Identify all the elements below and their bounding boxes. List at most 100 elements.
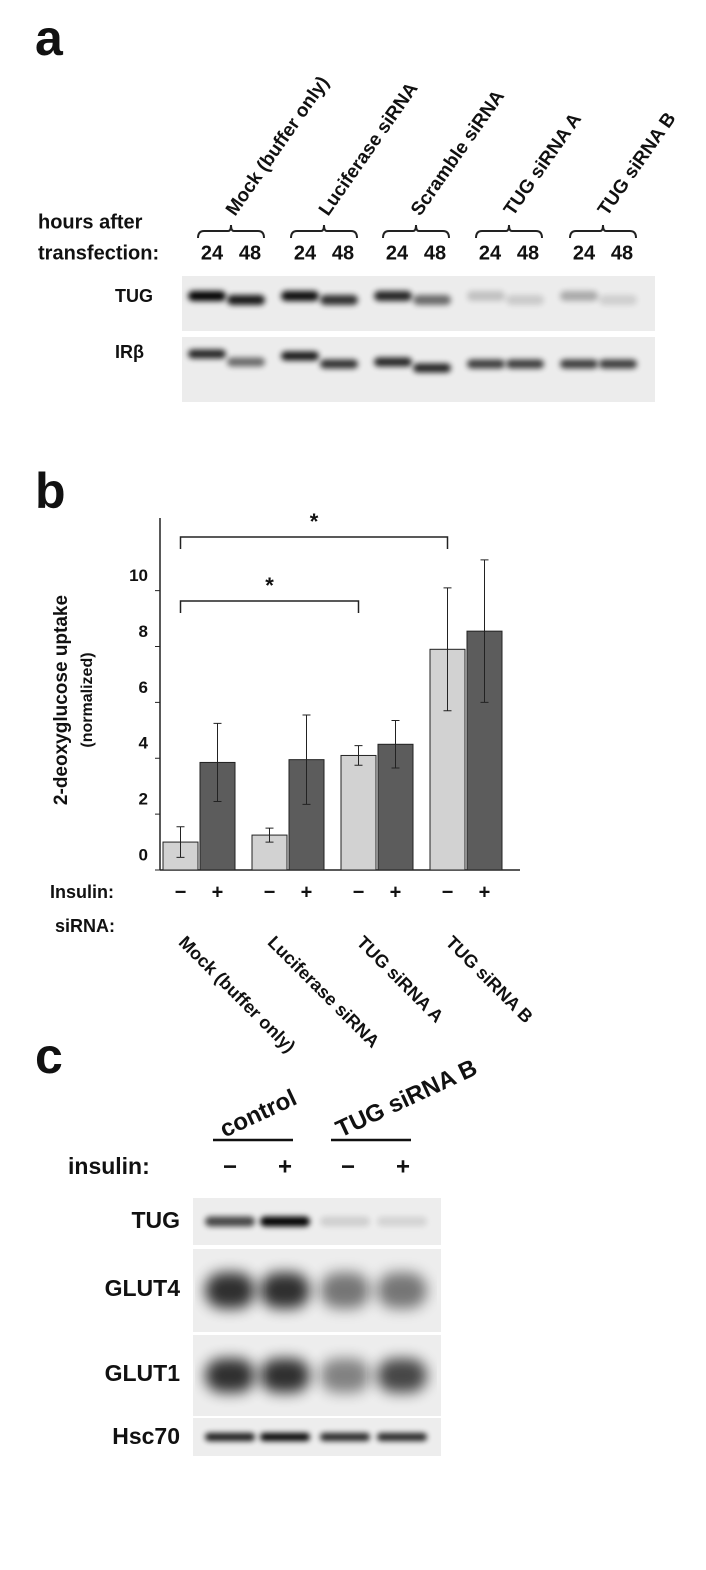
band (506, 295, 544, 305)
lane-group-label: Mock (buffer only) (222, 73, 334, 220)
band (205, 1358, 255, 1393)
x-category-label: TUG siRNA A (353, 932, 448, 1027)
hours-value: 48 (424, 242, 446, 264)
band (599, 359, 637, 369)
error-bar (480, 559, 489, 703)
panel-label: c (35, 1028, 63, 1084)
insulin-sign: − (442, 881, 454, 903)
hours-label: hours after (38, 211, 143, 233)
significance-bracket (179, 536, 449, 549)
insulin-sign: − (353, 881, 365, 903)
band (281, 291, 319, 301)
band (320, 1358, 370, 1393)
lane-group-label: Scramble siRNA (407, 86, 509, 219)
band (260, 1272, 310, 1309)
band (205, 1272, 255, 1309)
y-axis-subtitle: (normalized) (79, 652, 96, 747)
lane-group-label: TUG siRNA B (594, 109, 680, 220)
hours-value: 48 (332, 242, 354, 264)
error-bar (443, 587, 452, 712)
insulin-sign: + (301, 881, 313, 903)
insulin-sign: + (479, 881, 491, 903)
blot-label: TUG (115, 286, 153, 306)
band (320, 1272, 370, 1309)
y-tick-label: 4 (139, 734, 149, 753)
insulin-sign: + (396, 1153, 410, 1180)
band (260, 1216, 310, 1227)
brace (197, 224, 265, 239)
insulin-row-label: Insulin: (50, 882, 114, 902)
band (506, 359, 544, 369)
y-tick-label: 0 (139, 845, 148, 864)
y-tick-label: 8 (139, 622, 148, 641)
band (599, 295, 637, 305)
band (413, 295, 451, 305)
band (560, 291, 598, 301)
band (377, 1216, 427, 1227)
error-bar (265, 827, 274, 843)
significance-star: * (310, 509, 319, 534)
band (377, 1272, 427, 1309)
hours-value: 48 (239, 242, 261, 264)
x-category-label: TUG siRNA B (442, 932, 537, 1027)
band (227, 357, 265, 367)
brace (569, 224, 637, 239)
band (320, 1433, 370, 1441)
brace (475, 224, 543, 239)
error-bar (391, 720, 400, 769)
y-tick-label: 6 (139, 678, 148, 697)
group-label: control (216, 1084, 301, 1143)
hours-value: 24 (294, 242, 317, 264)
insulin-sign: + (278, 1153, 292, 1180)
y-tick-label: 2 (139, 790, 148, 809)
hours-value: 48 (611, 242, 633, 264)
band (467, 291, 505, 301)
band (413, 363, 451, 373)
lane-group-label: Luciferase siRNA (315, 79, 423, 220)
band (320, 295, 358, 305)
band (377, 1358, 427, 1393)
band (374, 291, 412, 301)
error-bar (176, 826, 185, 858)
y-axis-title: 2-deoxyglucose uptake (51, 595, 72, 805)
insulin-sign: − (341, 1153, 355, 1180)
insulin-row-label: insulin: (68, 1153, 150, 1179)
significance-bracket (179, 600, 360, 613)
significance-star: * (265, 573, 274, 598)
band (260, 1358, 310, 1393)
hours-value: 48 (517, 242, 539, 264)
hours-value: 24 (479, 242, 502, 264)
blot-label: TUG (131, 1207, 180, 1233)
band (205, 1216, 255, 1227)
band (467, 359, 505, 369)
band (260, 1433, 310, 1441)
blot-label: GLUT1 (105, 1360, 181, 1386)
bar (340, 754, 377, 871)
band (560, 359, 598, 369)
y-tick-label: 10 (129, 566, 148, 585)
hours-value: 24 (573, 242, 596, 264)
group-label: TUG siRNA B (332, 1054, 482, 1143)
panel-label: a (35, 10, 64, 66)
error-bar (213, 722, 222, 803)
band (227, 295, 265, 305)
band (188, 291, 226, 301)
insulin-sign: − (175, 881, 187, 903)
brace (382, 224, 450, 239)
blot-label: GLUT4 (105, 1275, 181, 1301)
insulin-sign: − (264, 881, 276, 903)
band (205, 1433, 255, 1441)
insulin-sign: + (212, 881, 224, 903)
error-bar (302, 714, 311, 805)
panel-label: b (35, 463, 66, 519)
error-bar (354, 745, 363, 766)
hours-value: 24 (201, 242, 224, 264)
band (188, 349, 226, 359)
blot-label: Hsc70 (112, 1423, 180, 1449)
band (320, 1216, 370, 1227)
blot-label: IRβ (115, 342, 144, 362)
band (281, 351, 319, 361)
insulin-sign: + (390, 881, 402, 903)
hours-label: transfection: (38, 242, 159, 264)
